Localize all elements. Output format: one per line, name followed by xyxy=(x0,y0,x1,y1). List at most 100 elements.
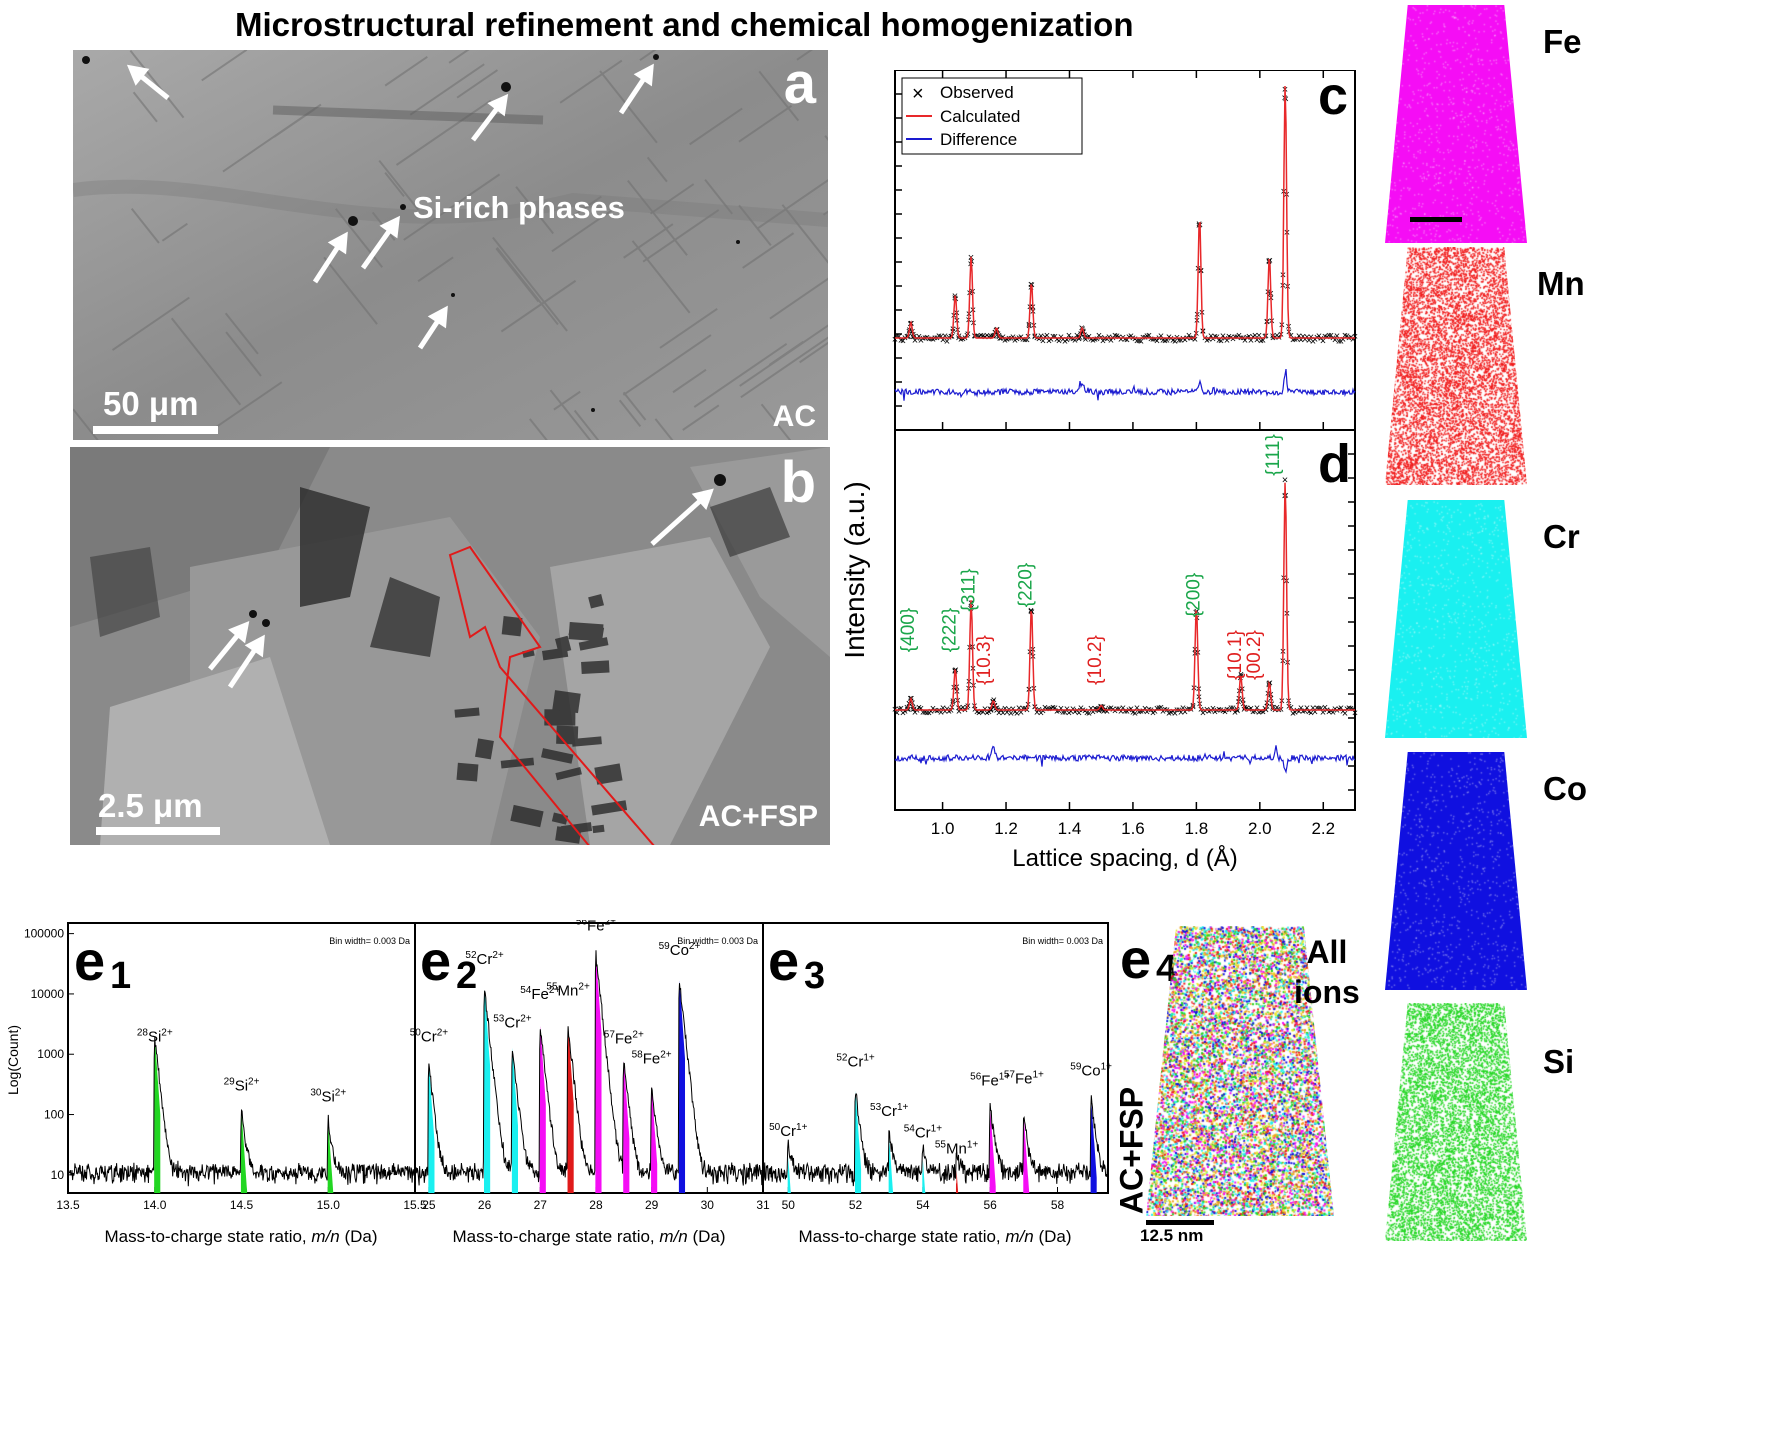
observed-point: × xyxy=(1122,334,1128,346)
observed-point: × xyxy=(1154,703,1160,715)
observed-point: × xyxy=(1050,331,1056,343)
observed-point: × xyxy=(1256,330,1262,342)
observed-point: × xyxy=(916,331,922,343)
observed-point: × xyxy=(1132,334,1138,346)
e4-scale-bar xyxy=(1146,1220,1214,1225)
observed-point: × xyxy=(1222,707,1228,719)
element-label: Fe xyxy=(1543,23,1582,60)
observed-point: × xyxy=(1204,335,1210,347)
martensite-block xyxy=(555,826,582,844)
martensite-block xyxy=(500,757,535,769)
reflection-label: {10.3} xyxy=(974,635,995,685)
apt-y-tick-label: 100000 xyxy=(24,927,64,941)
observed-point: × xyxy=(910,331,916,343)
martensite-block xyxy=(475,738,494,760)
mass-spectrum-trace xyxy=(762,1092,1109,1187)
microstructure-streak xyxy=(758,70,800,122)
scale-label-b: 2.5 μm xyxy=(98,787,203,824)
observed-point: × xyxy=(1168,707,1174,719)
observed-point: × xyxy=(1316,703,1322,715)
observed-point: × xyxy=(1002,335,1008,347)
observed-point: × xyxy=(1052,703,1058,715)
observed-point: × xyxy=(1016,702,1022,714)
observed-point: × xyxy=(956,706,962,718)
reflection-label: {111} xyxy=(1263,434,1284,476)
element-map-cone xyxy=(1385,5,1527,243)
observed-point: × xyxy=(894,707,900,719)
observed-point: × xyxy=(1060,707,1066,719)
microstructure-streak xyxy=(573,409,600,440)
observed-point: × xyxy=(1066,708,1072,720)
observed-point: × xyxy=(918,703,924,715)
martensite-block xyxy=(578,637,609,651)
e4-side-label: AC+FSP xyxy=(1113,1086,1150,1215)
observed-point: × xyxy=(1008,708,1014,720)
observed-point: × xyxy=(1200,707,1206,719)
all-ions-label-line1: All xyxy=(1306,934,1348,970)
martensite-block xyxy=(544,709,576,726)
ion-peak xyxy=(678,980,686,1193)
apt-x-tick-label: 14.5 xyxy=(230,1198,254,1212)
observed-point: × xyxy=(1142,703,1148,715)
apt-x-tick-label: 15.0 xyxy=(317,1198,341,1212)
microstructure-streak xyxy=(642,209,720,263)
microstructure-streak xyxy=(659,307,718,349)
observed-point: × xyxy=(1322,331,1328,343)
martensite-block xyxy=(552,690,581,714)
observed-point: × xyxy=(976,331,982,343)
observed-point: × xyxy=(1152,706,1158,718)
observed-point: × xyxy=(928,706,934,718)
observed-point: × xyxy=(1158,702,1164,714)
microstructure-streak xyxy=(492,236,568,332)
ion-peak xyxy=(955,1170,963,1193)
observed-point: × xyxy=(955,332,961,344)
observed-point: × xyxy=(1096,704,1102,716)
e1-sub: 1 xyxy=(110,955,131,997)
microstructure-streak xyxy=(781,204,828,264)
apt-y-tick-label: 10000 xyxy=(31,987,65,1001)
observed-point: × xyxy=(1306,335,1312,347)
apt-ylabel: Log(Count) xyxy=(5,1025,21,1095)
ion-label: 56Fe1+ xyxy=(970,1072,1010,1090)
observed-point: × xyxy=(1150,334,1156,346)
observed-point: × xyxy=(1170,706,1176,718)
observed-point: × xyxy=(1102,705,1108,717)
si-rich-particle xyxy=(451,293,455,297)
observed-point: × xyxy=(892,334,898,346)
microstructure-streak xyxy=(649,183,695,215)
ion-peak xyxy=(651,1086,658,1193)
observed-point: × xyxy=(1244,702,1250,714)
microstructure-streak xyxy=(740,336,828,399)
microstructure-streak xyxy=(551,207,615,253)
observed-point: × xyxy=(946,706,952,718)
observed-point: × xyxy=(1014,708,1020,720)
ion-label: 28Si2+ xyxy=(137,1027,173,1045)
panel-c-letter: c xyxy=(1318,70,1348,126)
observed-point: × xyxy=(1338,336,1344,348)
condition-label-ac-fsp: AC+FSP xyxy=(698,800,818,833)
observed-point: × xyxy=(930,334,936,346)
observed-point: × xyxy=(1138,706,1144,718)
pointer-arrowhead xyxy=(487,93,509,117)
si-rich-particle xyxy=(400,204,406,210)
frame-e3 xyxy=(762,922,1109,1194)
microstructure-streak xyxy=(672,368,707,394)
martensite-block xyxy=(594,763,623,785)
observed-point: × xyxy=(1318,333,1324,345)
microstructure-streak xyxy=(130,208,160,244)
observed-point: × xyxy=(1095,705,1101,717)
pointer-arrowhead xyxy=(379,215,401,239)
xrd-frame-d xyxy=(894,429,1356,811)
observed-point: × xyxy=(1040,335,1046,347)
observed-point: × xyxy=(1038,708,1044,720)
apt-x-tick-label: 28 xyxy=(589,1198,603,1212)
observed-point: × xyxy=(1328,706,1334,718)
observed-point: × xyxy=(1036,333,1042,345)
apt-x-tick-label: 29 xyxy=(645,1198,659,1212)
observed-point: × xyxy=(980,330,986,342)
observed-point: × xyxy=(1124,334,1130,346)
observed-point: × xyxy=(1230,334,1236,346)
observed-point: × xyxy=(1304,702,1310,714)
observed-point: × xyxy=(1192,334,1198,346)
reflection-label: {10.2} xyxy=(1085,635,1106,685)
